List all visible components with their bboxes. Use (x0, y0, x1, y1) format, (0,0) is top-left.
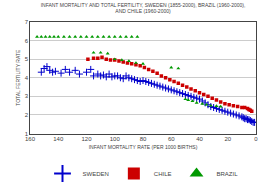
svg-text:140: 140 (53, 136, 64, 142)
svg-text:100: 100 (110, 136, 121, 142)
svg-text:60: 60 (168, 136, 175, 142)
svg-text:6: 6 (25, 38, 29, 44)
svg-text:INFANT MORTALITY AND TOTAL FER: INFANT MORTALITY AND TOTAL FERTILITY, SW… (41, 2, 246, 15)
svg-text:7: 7 (25, 19, 29, 25)
svg-text:1: 1 (25, 131, 29, 137)
svg-text:INFANT MORTALITY RATE (PER 100: INFANT MORTALITY RATE (PER 1000 BIRTHS) (89, 144, 198, 150)
svg-text:80: 80 (140, 136, 147, 142)
svg-text:BRAZIL: BRAZIL (217, 171, 239, 177)
svg-text:CHILE: CHILE (154, 171, 172, 177)
svg-text:120: 120 (81, 136, 92, 142)
svg-text:3: 3 (25, 93, 29, 99)
svg-text:160: 160 (25, 136, 36, 142)
svg-text:TOTAL FERTILITY RATE: TOTAL FERTILITY RATE (15, 49, 21, 106)
svg-text:0: 0 (254, 136, 258, 142)
svg-text:40: 40 (196, 136, 203, 142)
svg-text:4: 4 (25, 75, 29, 81)
svg-text:5: 5 (25, 56, 29, 62)
svg-text:20: 20 (224, 136, 231, 142)
svg-text:2: 2 (25, 112, 29, 118)
svg-text:SWEDEN: SWEDEN (83, 171, 109, 177)
